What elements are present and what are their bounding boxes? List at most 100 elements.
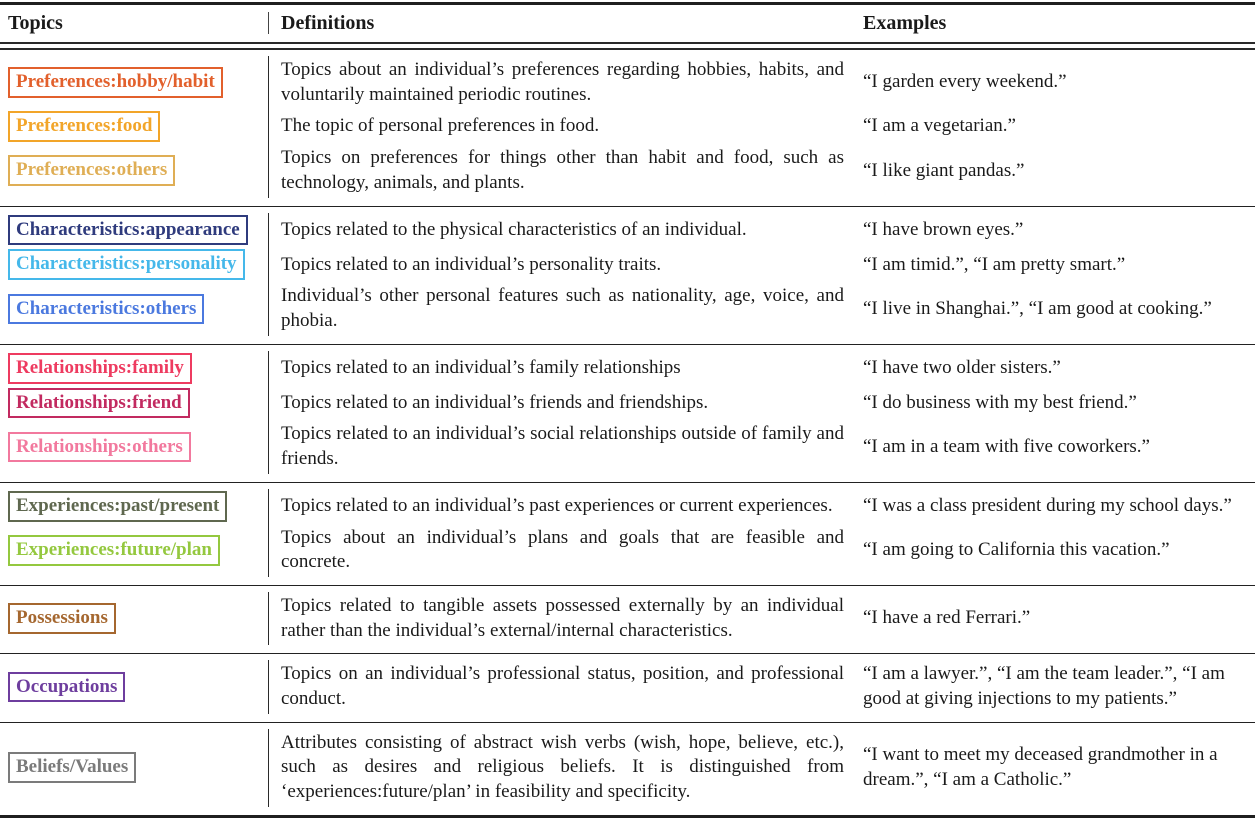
definition-cell: Topics related to an individual’s family…	[268, 350, 858, 386]
table-row: Preferences:others Topics on preferences …	[0, 144, 1255, 198]
table-row: Relationships:family Topics related to an…	[0, 350, 1255, 386]
header-separator-rule	[0, 42, 1255, 50]
definition-text: Topics related to an individual’s family…	[281, 356, 681, 378]
table-row: Experiences:past/present Topics related t…	[0, 488, 1255, 524]
topic-badge: Preferences:food	[8, 111, 161, 143]
topic-badge: Preferences:hobby/habit	[8, 67, 223, 99]
example-cell: “I live in Shanghai.”, “I am good at coo…	[858, 282, 1255, 335]
example-cell: “I do business with my best friend.”	[858, 386, 1255, 421]
topic-badge-wrap: Preferences:hobby/habit	[8, 67, 262, 99]
topic-cell: Preferences:others	[0, 144, 268, 197]
topic-cell: Relationships:family	[0, 351, 268, 386]
definition-text: Individual’s other personal features suc…	[281, 285, 844, 331]
topic-badge-wrap: Preferences:food	[8, 111, 262, 143]
example-cell: “I am going to California this vacation.…	[858, 524, 1255, 577]
topic-group: Preferences:hobby/habit Topics about an i…	[0, 50, 1255, 206]
topic-cell: Characteristics:personality	[0, 247, 268, 282]
table-row: Relationships:friend Topics related to an…	[0, 385, 1255, 421]
example-text: “I have two older sisters.”	[863, 356, 1061, 378]
topic-cell: Relationships:friend	[0, 386, 268, 421]
example-text: “I am going to California this vacation.…	[863, 538, 1170, 560]
topic-badge: Relationships:others	[8, 431, 191, 463]
header-topics: Topics	[8, 12, 63, 34]
definition-text: Topics about an individual’s preferences…	[281, 59, 844, 105]
example-text: “I am in a team with five coworkers.”	[863, 435, 1150, 457]
topic-cell: Characteristics:appearance	[0, 213, 268, 248]
topic-group: Experiences:past/present Topics related t…	[0, 483, 1255, 585]
definition-text: Topics on preferences for things other t…	[281, 147, 844, 193]
table-header-row: Topics Definitions Examples	[0, 5, 1255, 42]
example-cell: “I have a red Ferrari.”	[858, 592, 1255, 645]
topic-badge-wrap: Characteristics:personality	[8, 249, 262, 281]
definition-text: Topics related to an individual’s friend…	[281, 391, 709, 413]
group-separator-rule	[0, 721, 1255, 723]
topic-cell: Experiences:past/present	[0, 489, 268, 524]
table-row: Experiences:future/plan Topics about an i…	[0, 523, 1255, 577]
example-cell: “I want to meet my deceased grandmother …	[858, 729, 1255, 807]
table-row: Characteristics:appearance Topics related…	[0, 212, 1255, 248]
table-row: Characteristics:personality Topics relate…	[0, 247, 1255, 283]
example-text: “I live in Shanghai.”, “I am good at coo…	[863, 297, 1212, 319]
topic-group: Relationships:family Topics related to an…	[0, 345, 1255, 482]
topic-group: Beliefs/Values Attributes consisting of a…	[0, 723, 1255, 815]
definition-cell: Topics about an individual’s preferences…	[268, 56, 858, 110]
topic-badge-wrap: Experiences:past/present	[8, 490, 262, 522]
example-cell: “I am in a team with five coworkers.”	[858, 420, 1255, 473]
definition-cell: Topics related to an individual’s person…	[268, 247, 858, 283]
definition-cell: Topics related to the physical character…	[268, 212, 858, 248]
definition-cell: Topics related to an individual’s social…	[268, 420, 858, 474]
example-cell: “I was a class president during my schoo…	[858, 489, 1255, 524]
topic-badge-wrap: Relationships:others	[8, 431, 262, 463]
topic-badge: Relationships:friend	[8, 387, 190, 419]
definition-cell: The topic of personal preferences in foo…	[268, 109, 858, 145]
definition-cell: Topics on an individual’s professional s…	[268, 660, 858, 714]
topic-badge-wrap: Characteristics:others	[8, 293, 262, 325]
table-row: Preferences:hobby/habit Topics about an i…	[0, 56, 1255, 110]
example-text: “I am timid.”, “I am pretty smart.”	[863, 253, 1126, 275]
example-text: “I garden every weekend.”	[863, 71, 1067, 93]
top-rule	[0, 2, 1255, 5]
topic-badge: Characteristics:others	[8, 293, 205, 325]
topic-badge-wrap: Occupations	[8, 671, 262, 703]
topic-badge-wrap: Beliefs/Values	[8, 752, 262, 784]
example-text: “I was a class president during my schoo…	[863, 494, 1232, 516]
group-separator-rule	[0, 584, 1255, 586]
example-cell: “I am a vegetarian.”	[858, 109, 1255, 144]
example-cell: “I am timid.”, “I am pretty smart.”	[858, 247, 1255, 282]
topic-badge: Experiences:future/plan	[8, 534, 220, 566]
example-cell: “I have two older sisters.”	[858, 351, 1255, 386]
example-text: “I do business with my best friend.”	[863, 391, 1137, 413]
topic-badge-wrap: Experiences:future/plan	[8, 534, 262, 566]
group-separator-rule	[0, 343, 1255, 345]
definition-cell: Topics about an individual’s plans and g…	[268, 523, 858, 577]
definition-text: Topics related to an individual’s person…	[281, 253, 662, 275]
example-cell: “I like giant pandas.”	[858, 144, 1255, 197]
example-cell: “I garden every weekend.”	[858, 56, 1255, 109]
definition-cell: Topics related to tangible assets posses…	[268, 591, 858, 646]
topic-badge-wrap: Characteristics:appearance	[8, 214, 262, 246]
table-row: Characteristics:others Individual’s other…	[0, 282, 1255, 336]
topic-badge-wrap: Relationships:family	[8, 352, 262, 384]
topic-group: Occupations Topics on an individual’s pro…	[0, 654, 1255, 721]
topic-badge-wrap: Relationships:friend	[8, 387, 262, 419]
table-row: Occupations Topics on an individual’s pro…	[0, 660, 1255, 714]
definition-cell: Topics related to an individual’s past e…	[268, 488, 858, 524]
definition-cell: Topics on preferences for things other t…	[268, 144, 858, 198]
example-text: “I like giant pandas.”	[863, 159, 1025, 181]
definition-text: Topics related to the physical character…	[281, 218, 747, 240]
definition-text: Topics about an individual’s plans and g…	[281, 526, 844, 573]
topic-badge: Characteristics:personality	[8, 249, 245, 281]
topic-badge-wrap: Preferences:others	[8, 155, 262, 187]
example-text: “I want to meet my deceased grandmother …	[863, 744, 1218, 790]
example-text: “I have a red Ferrari.”	[863, 607, 1031, 629]
definition-text: Topics related to an individual’s past e…	[281, 494, 833, 516]
topic-badge-wrap: Possessions	[8, 603, 262, 635]
topic-badge: Characteristics:appearance	[8, 214, 248, 246]
topic-badge: Relationships:family	[8, 352, 192, 384]
header-examples: Examples	[863, 12, 947, 34]
definition-text: Topics on an individual’s professional s…	[281, 663, 844, 709]
topic-cell: Occupations	[0, 660, 268, 713]
topic-cell: Preferences:hobby/habit	[0, 56, 268, 109]
header-definitions: Definitions	[268, 12, 858, 34]
topic-badge: Occupations	[8, 671, 126, 703]
